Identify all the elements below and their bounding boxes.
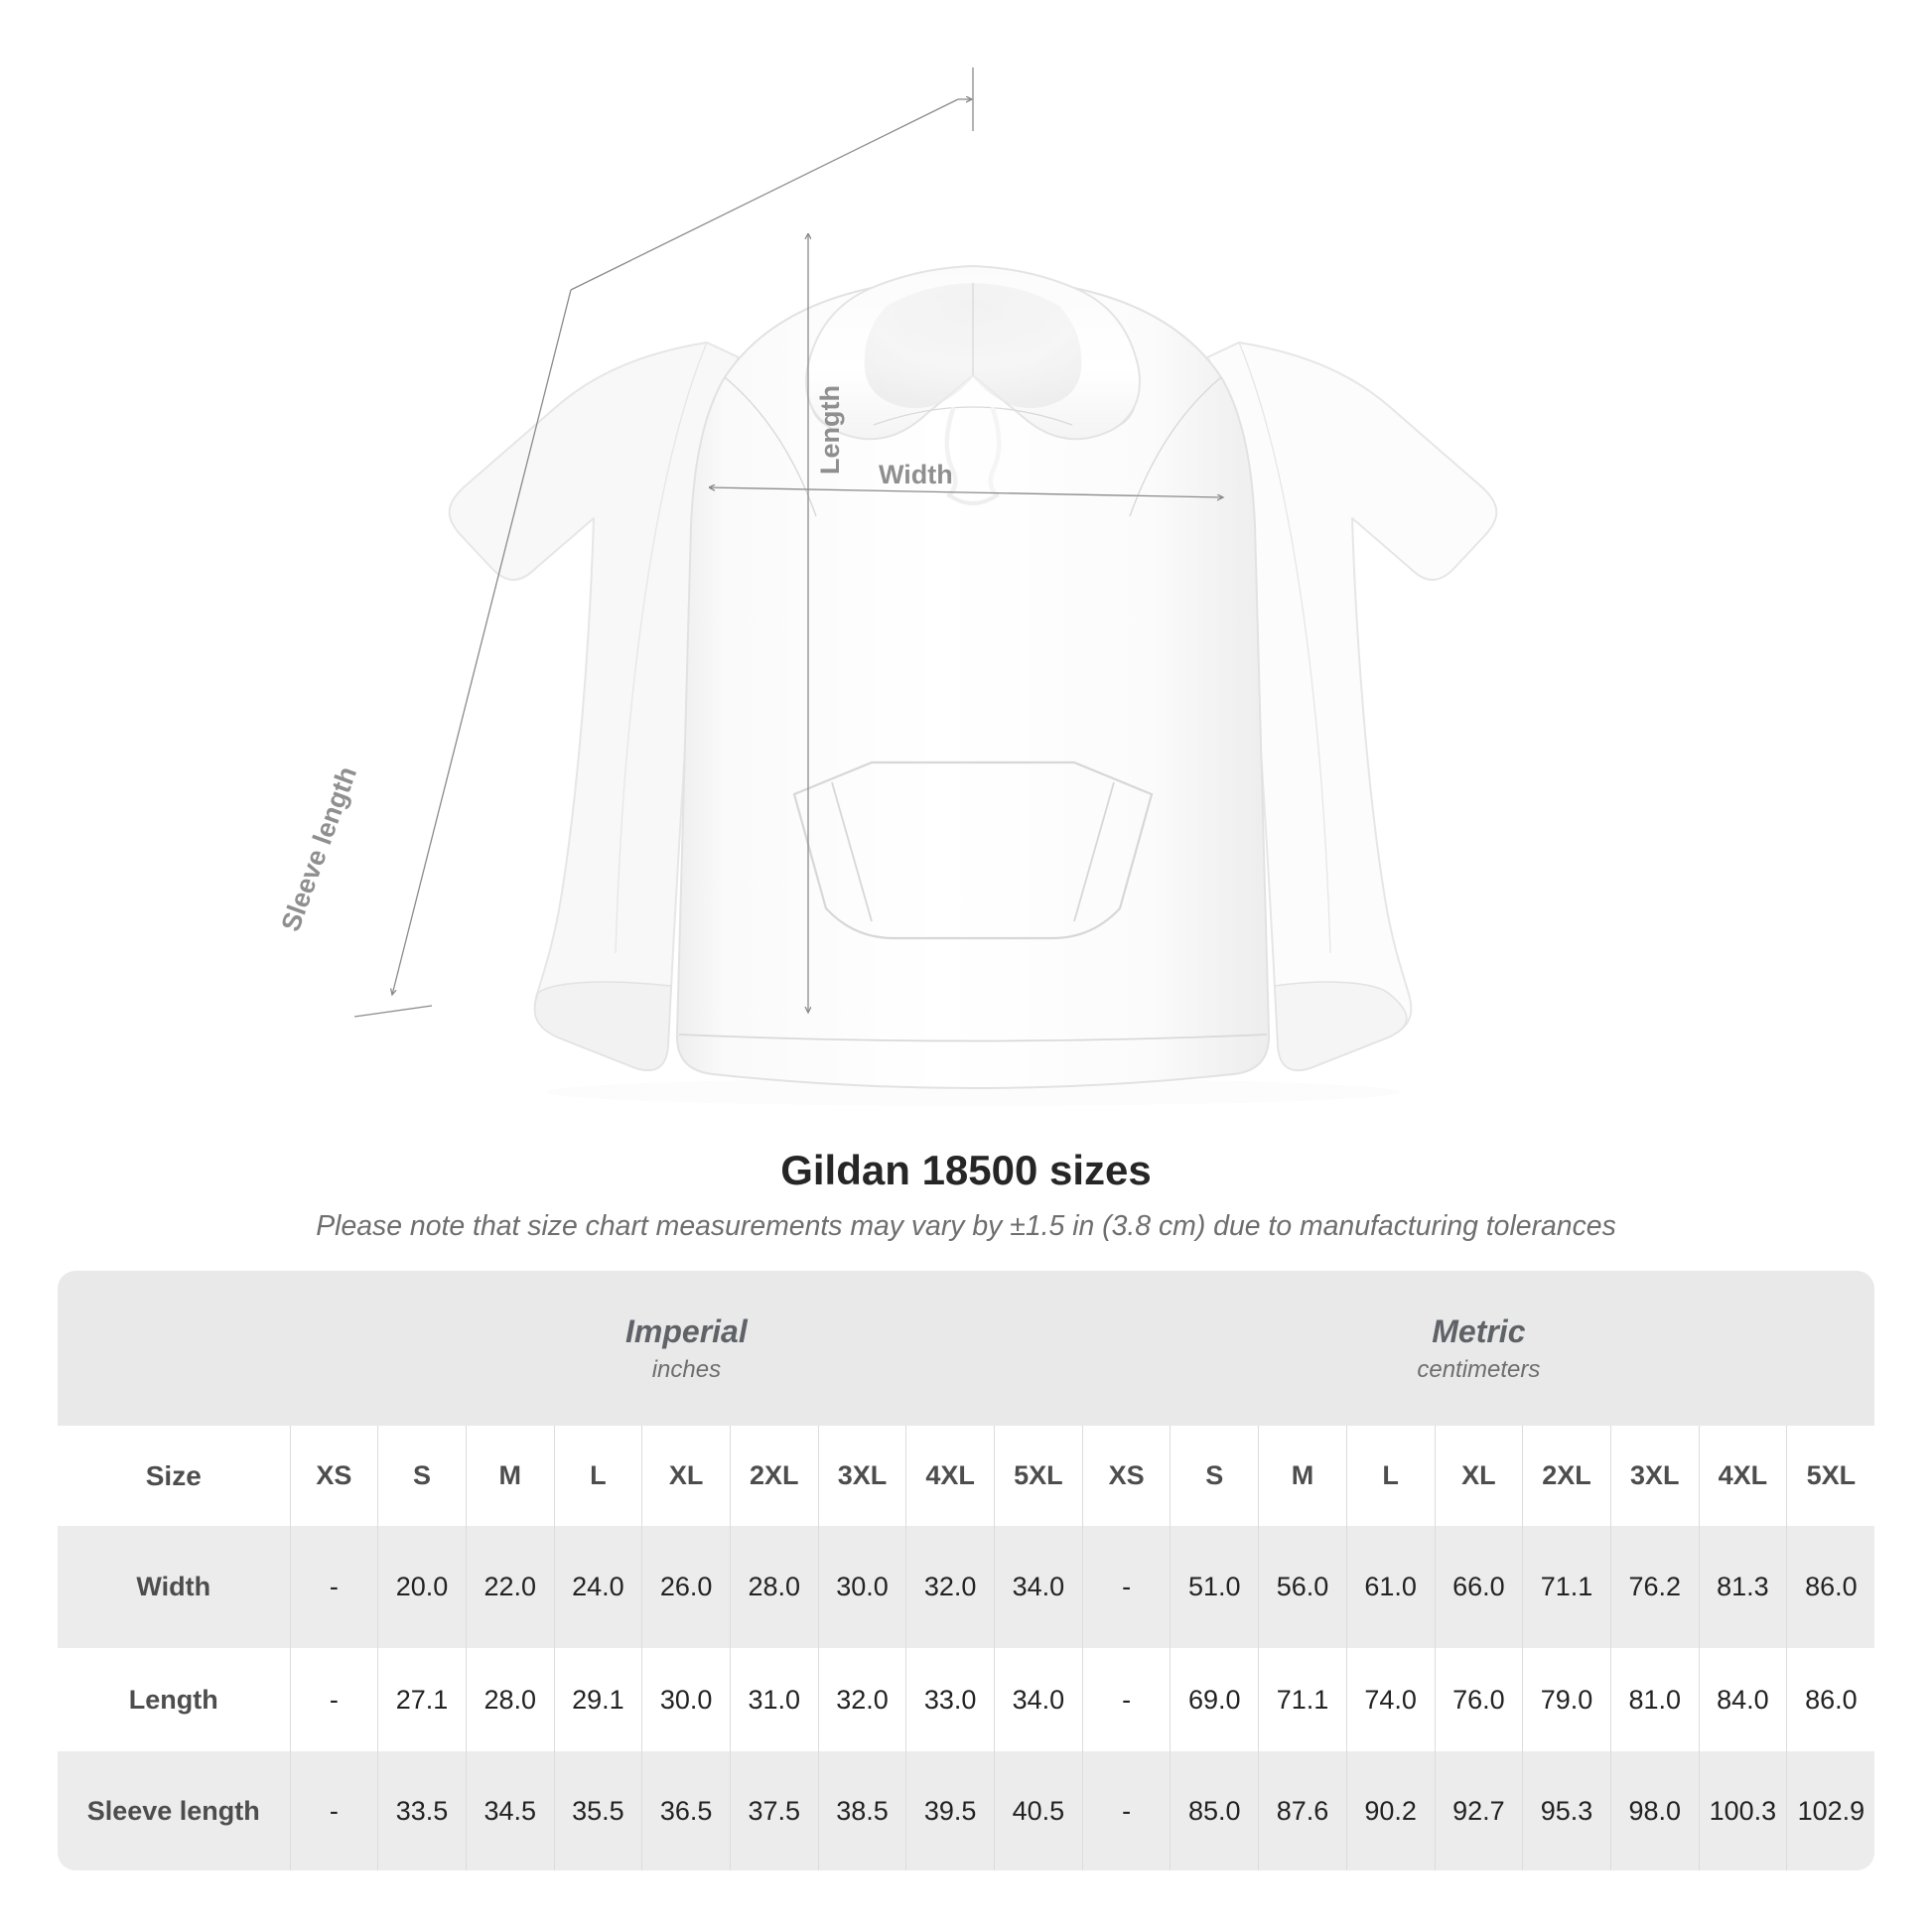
- svg-text:Length: Length: [815, 385, 845, 475]
- svg-text:Sleeve length: Sleeve length: [275, 762, 362, 935]
- svg-text:Width: Width: [879, 460, 953, 489]
